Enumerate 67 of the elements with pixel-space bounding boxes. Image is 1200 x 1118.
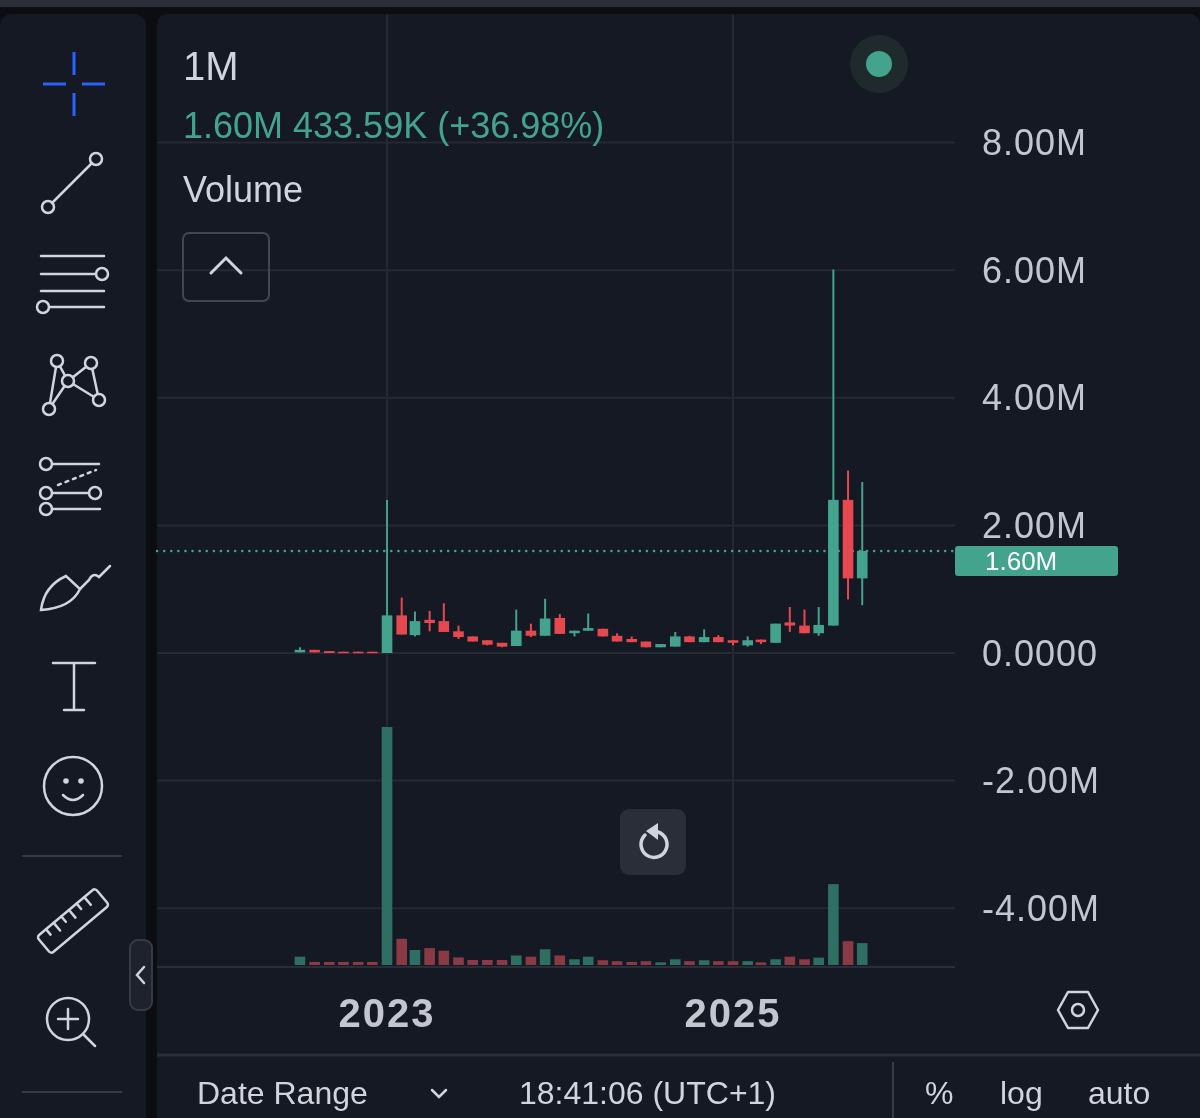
candlestick bbox=[424, 609, 435, 633]
bar bbox=[525, 956, 537, 965]
bar bbox=[813, 957, 824, 965]
x-tick-label: 2023 bbox=[338, 991, 436, 1035]
text: 18:41:06 (UTC+1) bbox=[519, 1075, 777, 1111]
candlestick bbox=[409, 610, 421, 638]
bar bbox=[482, 960, 493, 965]
bar bbox=[352, 961, 364, 965]
bar bbox=[294, 956, 306, 965]
bar bbox=[409, 950, 421, 965]
bar bbox=[338, 961, 349, 965]
bar bbox=[784, 956, 796, 965]
bar bbox=[669, 959, 681, 965]
text: auto bbox=[1088, 1075, 1151, 1111]
bar bbox=[655, 962, 666, 965]
bar bbox=[698, 960, 710, 965]
y-tick-label: 4.00M bbox=[982, 377, 1088, 419]
y-tick-label: 8.00M bbox=[982, 122, 1088, 164]
bar bbox=[510, 955, 522, 965]
bar bbox=[569, 959, 580, 965]
chart-title: Volume bbox=[183, 169, 304, 210]
candlestick bbox=[510, 608, 522, 647]
bar bbox=[367, 961, 378, 965]
bar bbox=[554, 955, 566, 965]
candlestick bbox=[554, 613, 566, 635]
bar bbox=[597, 960, 609, 965]
bar bbox=[799, 959, 810, 965]
candlestick bbox=[784, 606, 796, 633]
bar bbox=[539, 949, 551, 965]
bar bbox=[309, 961, 320, 965]
ref-line-label: 1.60M bbox=[985, 546, 1058, 577]
bar bbox=[755, 962, 767, 965]
bar bbox=[742, 961, 753, 965]
bar bbox=[727, 961, 739, 965]
bar bbox=[770, 959, 781, 965]
y-tick-label: -4.00M bbox=[982, 887, 1101, 929]
y-tick-label: 0.0000 bbox=[982, 632, 1099, 674]
bar bbox=[381, 727, 393, 965]
y-tick-label: -2.00M bbox=[982, 760, 1101, 802]
bar bbox=[396, 938, 407, 965]
text: Date Range bbox=[197, 1075, 368, 1111]
bar bbox=[611, 961, 623, 965]
x-tick-label: 2025 bbox=[684, 991, 782, 1035]
bar bbox=[626, 961, 638, 965]
bar bbox=[842, 941, 854, 965]
bar bbox=[467, 960, 478, 965]
candlestick bbox=[396, 596, 407, 636]
y-tick-label: 2.00M bbox=[982, 505, 1088, 547]
bar bbox=[424, 948, 435, 965]
candlestick bbox=[539, 597, 551, 637]
bar bbox=[713, 961, 724, 965]
candlestick bbox=[438, 602, 450, 633]
bar bbox=[856, 943, 868, 965]
bar bbox=[828, 884, 839, 965]
y-tick-label: 6.00M bbox=[982, 249, 1088, 291]
candlestick bbox=[813, 606, 824, 637]
text: log bbox=[1000, 1075, 1043, 1111]
bar bbox=[323, 961, 335, 965]
bar bbox=[438, 950, 450, 965]
bar bbox=[684, 961, 695, 965]
bar bbox=[496, 960, 508, 965]
text: % bbox=[925, 1075, 954, 1111]
bar bbox=[453, 957, 464, 965]
bar bbox=[582, 956, 594, 965]
bar bbox=[640, 961, 652, 965]
text: 1M bbox=[183, 44, 239, 88]
text: 1.60M 433.59K (+36.98%) bbox=[183, 105, 605, 146]
